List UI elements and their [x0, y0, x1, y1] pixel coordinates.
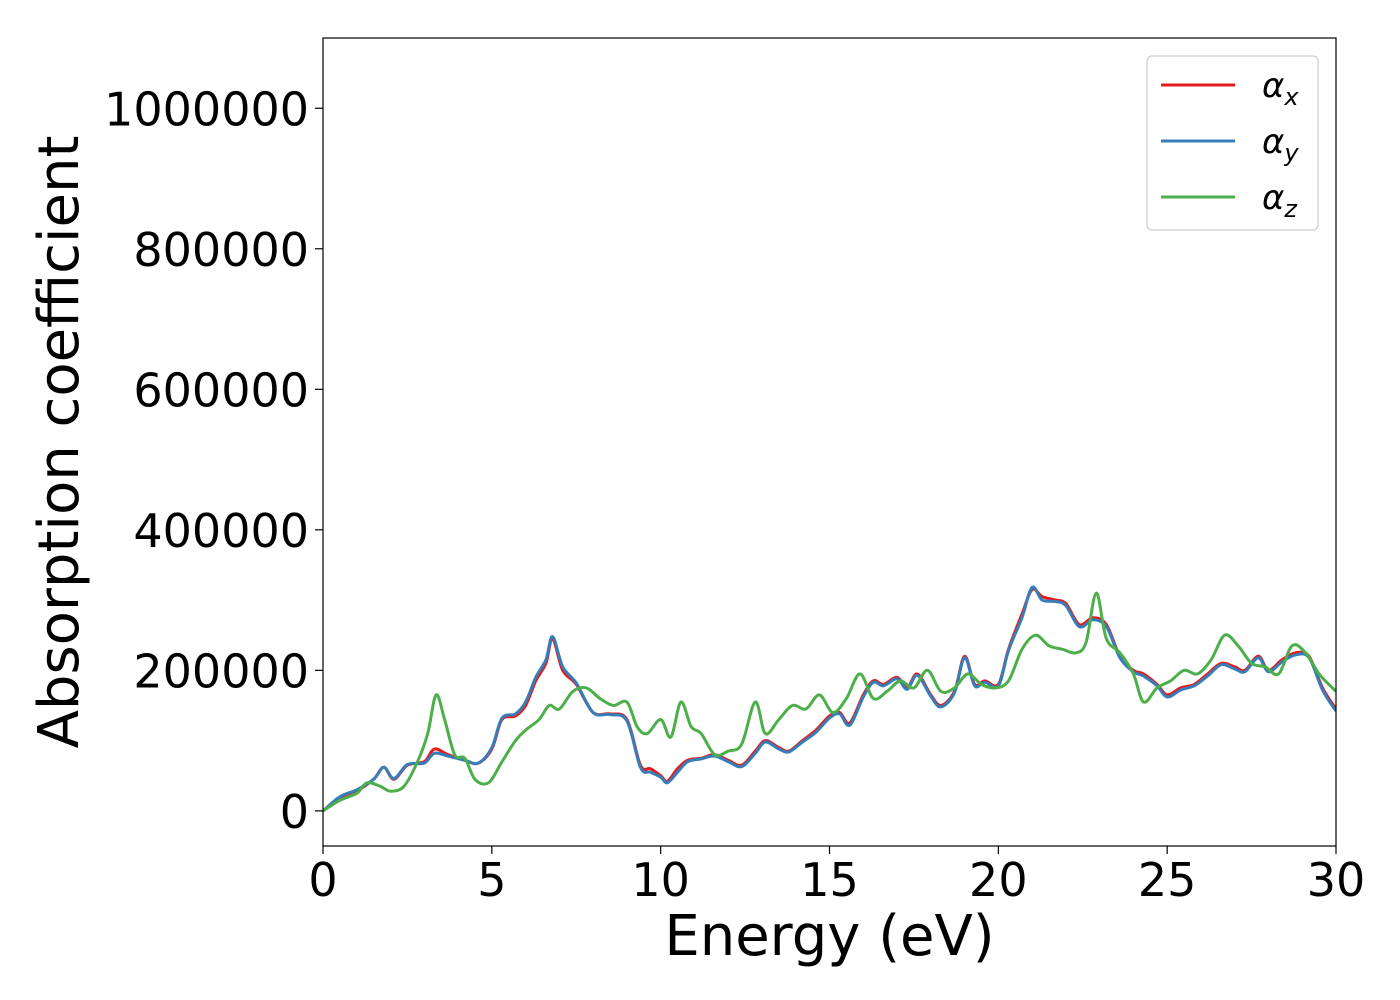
legend-symbol: α	[1262, 122, 1284, 162]
x-tick-label: 0	[308, 853, 337, 907]
legend-symbol: α	[1262, 178, 1284, 218]
series-layer	[323, 585, 1336, 813]
legend-label-y: αy	[1262, 122, 1299, 167]
legend-subscript: y	[1283, 139, 1299, 167]
y-tick-label: 800000	[133, 223, 309, 277]
y-axis: 0 200000 400000 600000 800000 1000000	[104, 82, 323, 839]
series-line-y	[323, 585, 1336, 813]
y-axis-title: Absorption coefficient	[27, 136, 92, 749]
x-tick-label: 25	[1138, 853, 1197, 907]
x-tick-label: 30	[1307, 853, 1366, 907]
x-tick-label: 15	[800, 853, 859, 907]
legend-subscript: z	[1283, 195, 1298, 223]
y-tick-label: 1000000	[104, 82, 309, 136]
legend-label-z: αz	[1262, 178, 1298, 223]
x-axis: 0 5 10 15 20 25 30	[308, 846, 1365, 907]
y-tick-label: 600000	[133, 363, 309, 417]
legend-label-x: αx	[1262, 66, 1299, 111]
y-tick-label: 0	[280, 785, 309, 839]
y-tick-label: 200000	[133, 644, 309, 698]
x-tick-label: 5	[477, 853, 506, 907]
legend-box	[1146, 55, 1319, 231]
series-line-z	[323, 591, 1336, 813]
y-tick-label: 400000	[133, 504, 309, 558]
x-tick-label: 20	[969, 853, 1028, 907]
x-axis-title: Energy (eV)	[664, 904, 994, 969]
legend-subscript: x	[1283, 83, 1299, 111]
legend-symbol: α	[1262, 66, 1284, 106]
x-tick-label: 10	[631, 853, 690, 907]
